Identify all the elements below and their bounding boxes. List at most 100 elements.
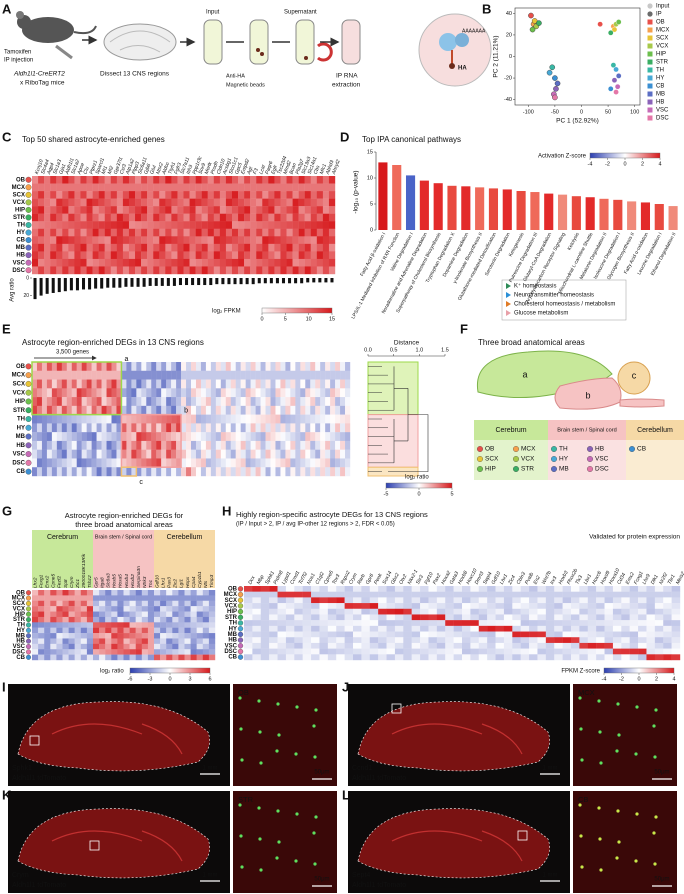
inset-cell [599,868,603,872]
heatmap-cell [231,258,239,267]
inset-cell [259,868,263,872]
heatmap-cell [131,388,137,398]
heatmap-cell [304,236,311,245]
region-dot [25,372,32,379]
heatmap-cell [200,362,207,371]
heatmap-cell [74,206,81,214]
heatmap-cell [436,648,446,655]
heatmap-cell [411,625,421,632]
cluster-box [367,414,419,468]
heatmap-cell [32,627,39,634]
heatmap-cell [470,648,479,655]
heatmap-cell [269,648,278,655]
heatmap-cell [230,423,236,433]
heatmap-cell [50,258,57,267]
heatmap-cell [160,622,167,628]
heatmap-cell [166,432,172,442]
gene-label: Lbx1 [583,573,593,586]
heatmap-cell [579,608,588,615]
heatmap-cell [260,620,270,627]
heatmap-cell [671,586,681,592]
heatmap-cell [104,251,111,260]
heatmap-cell [562,597,572,604]
heatmap-cell [171,388,177,398]
heatmap-cell [316,176,324,184]
heatmap-cell [231,243,239,252]
heatmap-cell [96,449,102,459]
heatmap-cell [98,206,105,214]
heatmap-cell [503,620,513,627]
heatmap-cell [32,228,39,237]
heatmap-cell [66,432,72,442]
heatmap-cell [503,591,513,598]
legend-label: VCX [656,44,668,50]
heatmap-cell [147,213,154,222]
gene-label: Slc7a11 [179,156,191,175]
gene-label: Six3 [415,574,425,586]
heatmap-cell [141,176,148,184]
heatmap-cell [403,620,412,627]
heatmap-cell [210,370,217,380]
heatmap-cell [240,449,246,459]
heatmap-cell [654,642,664,649]
heatmap-cell [200,370,207,380]
gene-label: Fgf10 [423,571,434,585]
heatmap-cell [202,622,210,628]
heatmap-cell [153,258,160,267]
heatmap-cell [44,206,51,214]
heatmap-cell [141,362,147,371]
heatmap-cell [74,213,81,222]
inset-cell [653,755,657,759]
gene-label: Ahcyl2 [331,159,342,176]
heatmap-cell [328,236,336,245]
heatmap-cell [181,388,187,398]
x-tick-label: -50 [551,109,559,115]
gene-label: Aldoc [161,161,171,176]
heatmap-cell [629,608,639,615]
heatmap-cell [177,183,184,192]
y-tick-label: 20 [506,32,512,38]
avg-ratio-bar [178,278,182,286]
heatmap-cell [512,608,521,615]
point [615,19,622,25]
heatmap-cell [99,638,106,645]
heatmap-cell [50,622,57,628]
heatmap-cell [275,440,281,450]
heatmap-cell [453,608,463,615]
heatmap-cell [265,467,271,477]
heatmap-cell [80,606,88,612]
heatmap-cell [56,251,63,260]
heatmap-cell [161,440,167,450]
heatmap-cell [420,608,429,615]
heatmap-cell [62,213,69,222]
heatmap-cell [646,591,656,598]
heatmap-cell [210,388,217,398]
heatmap-cell [86,213,93,222]
heatmap-cell [129,633,136,639]
heatmap-cell [304,176,311,184]
heatmap-cell [32,397,38,407]
heatmap-cell [116,405,122,415]
heatmap-cell [156,397,162,407]
heatmap-cell [327,625,337,632]
area-header [32,530,93,588]
heatmap-cell [316,198,324,207]
heatmap-cell [225,467,231,477]
area-name: Brain stem / Spinal cord [95,534,152,540]
heatmap-cell [280,379,286,389]
avg-ratio-bar [197,278,201,286]
heatmap-cell [181,440,187,450]
heatmap-cell [74,622,81,628]
heatmap-cell [191,423,197,433]
heatmap-cell [420,591,429,598]
heatmap-cell [210,405,217,415]
heatmap-cell [327,597,337,604]
heatmap-cell [445,625,454,632]
heatmap-cell [244,620,253,627]
inset-cell [634,859,638,863]
heatmap-cell [81,414,87,424]
heatmap-cell [76,423,82,433]
heatmap-cell [92,206,99,214]
region-label: VCX [521,456,535,463]
heatmap-cell [629,591,639,598]
